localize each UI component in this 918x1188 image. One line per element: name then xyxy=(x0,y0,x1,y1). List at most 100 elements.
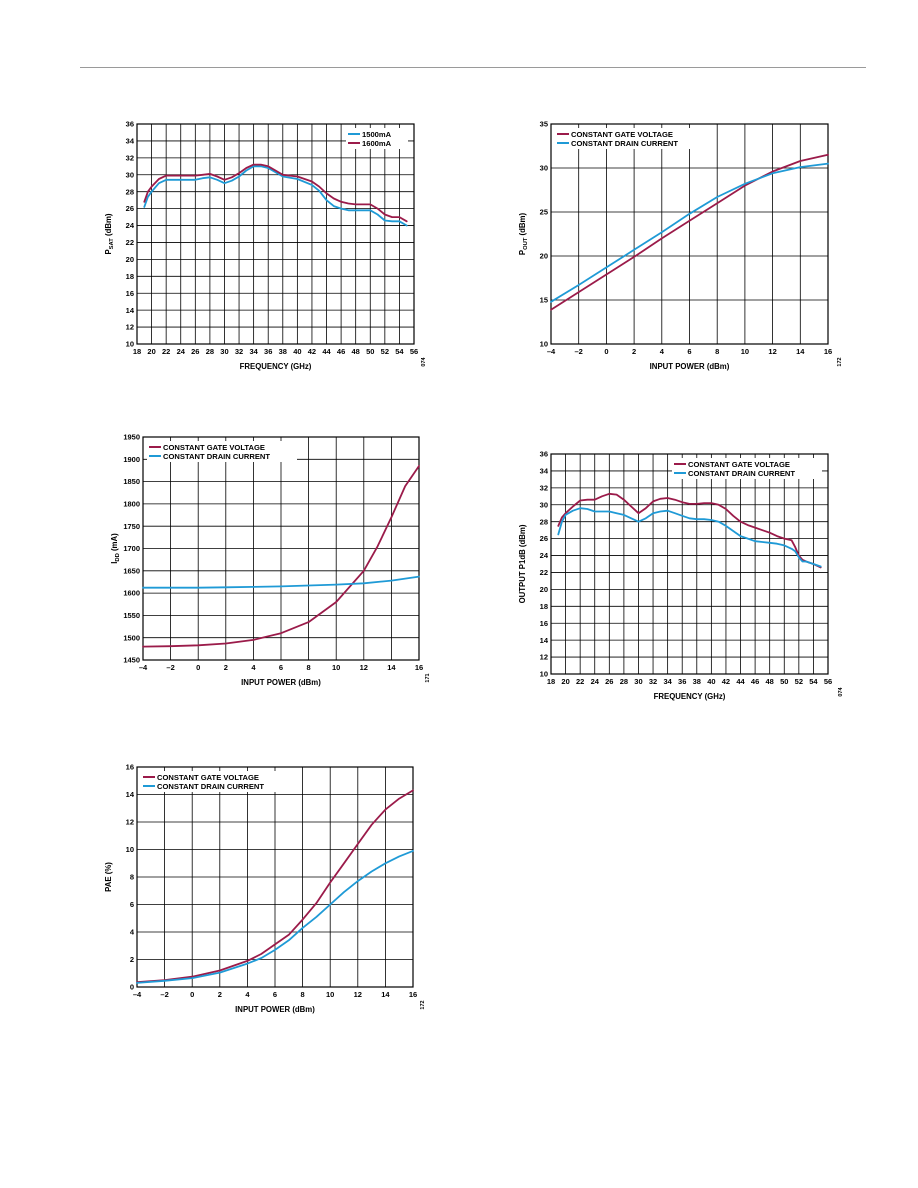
y-tick-label: 15 xyxy=(540,296,548,305)
y-tick-label: 30 xyxy=(126,170,134,179)
x-tick-label: 18 xyxy=(133,347,141,356)
x-tick-label: 26 xyxy=(191,347,199,356)
x-tick-label: 30 xyxy=(220,347,228,356)
y-tick-label: 4 xyxy=(130,928,135,937)
y-tick-label: 32 xyxy=(126,153,134,162)
y-tick-label: 14 xyxy=(540,636,549,645)
legend-label: 1500mA xyxy=(362,130,392,139)
x-tick-label: 4 xyxy=(251,663,256,672)
x-tick-label: 14 xyxy=(387,663,396,672)
y-tick-label: 36 xyxy=(540,450,548,459)
x-tick-label: 12 xyxy=(768,347,776,356)
y-tick-label: 32 xyxy=(540,483,548,492)
x-tick-label: 34 xyxy=(249,347,258,356)
x-tick-label: 56 xyxy=(410,347,418,356)
y-tick-label: 12 xyxy=(126,818,134,827)
x-tick-label: 6 xyxy=(273,990,277,999)
y-tick-label: 22 xyxy=(540,568,548,577)
y-tick-label: 34 xyxy=(126,137,135,146)
x-axis-label: FREQUENCY (GHz) xyxy=(654,692,726,701)
y-tick-label: 1650 xyxy=(123,566,140,575)
x-tick-label: 0 xyxy=(196,663,200,672)
chart-pae: –4 –2 0 2 4 6 8 10 12 14 16 0 2 4 6 8 10 12 14 16 INPUT POWE… xyxy=(104,763,426,1014)
y-axis-label-main: P xyxy=(104,249,113,254)
y-tick-label: 12 xyxy=(540,653,548,662)
plot-frame xyxy=(136,766,414,988)
y-axis-label-unit: (mA) xyxy=(110,533,119,553)
y-tick-label: 1850 xyxy=(123,477,140,486)
grid xyxy=(142,436,420,661)
x-tick-label: 12 xyxy=(360,663,368,672)
x-tick-label: 4 xyxy=(660,347,665,356)
x-tick-label: 0 xyxy=(604,347,608,356)
y-axis-label: OUTPUT P1dB (dBm) xyxy=(518,524,527,603)
x-tick-label: 34 xyxy=(663,677,672,686)
y-tick-label: 0 xyxy=(130,983,134,992)
legend-label: CONSTANT DRAIN CURRENT xyxy=(163,452,270,461)
grid xyxy=(136,766,414,988)
y-tick-label: 12 xyxy=(126,323,134,332)
x-tick-label: 52 xyxy=(381,347,389,356)
y-axis-label-sub: SAT xyxy=(109,238,115,250)
x-tick-label: 56 xyxy=(824,677,832,686)
x-tick-label: 20 xyxy=(561,677,569,686)
y-tick-label: 1750 xyxy=(123,522,140,531)
x-axis-label: INPUT POWER (dBm) xyxy=(241,678,321,687)
figure-code: 172 xyxy=(420,1000,426,1009)
y-tick-label: 20 xyxy=(540,585,548,594)
x-tick-label: 14 xyxy=(796,347,805,356)
x-tick-label: 28 xyxy=(620,677,628,686)
y-axis-label-main: PAE (%) xyxy=(104,862,113,892)
y-tick-label: 1500 xyxy=(123,633,140,642)
x-tick-label: 16 xyxy=(415,663,423,672)
x-tick-label: 22 xyxy=(576,677,584,686)
x-tick-label: 0 xyxy=(190,990,194,999)
x-tick-label: 10 xyxy=(332,663,340,672)
x-tick-label: 28 xyxy=(206,347,214,356)
y-tick-label: 36 xyxy=(126,120,134,129)
plot-frame xyxy=(142,436,420,661)
y-axis-label-sub: OUT xyxy=(523,237,529,250)
y-tick-label: 14 xyxy=(126,306,135,315)
y-tick-label: 16 xyxy=(126,289,134,298)
legend-box xyxy=(346,128,408,149)
x-tick-label: 6 xyxy=(279,663,283,672)
y-tick-label: 1600 xyxy=(123,589,140,598)
y-tick-label: 22 xyxy=(126,238,134,247)
x-tick-label: 20 xyxy=(147,347,155,356)
y-tick-label: 10 xyxy=(540,670,548,679)
y-axis-label-unit: (dBm) xyxy=(518,213,527,238)
y-tick-label: 8 xyxy=(130,873,134,882)
x-tick-label: 46 xyxy=(337,347,345,356)
y-axis-label: IDD (mA) xyxy=(110,533,121,564)
x-tick-label: 6 xyxy=(687,347,691,356)
x-tick-label: –4 xyxy=(133,990,142,999)
y-tick-label: 14 xyxy=(126,790,135,799)
figure-code: 171 xyxy=(425,673,431,682)
x-tick-label: 46 xyxy=(751,677,759,686)
y-tick-label: 30 xyxy=(540,164,548,173)
x-tick-label: 38 xyxy=(693,677,701,686)
x-tick-label: 40 xyxy=(293,347,301,356)
series-line-cyan xyxy=(550,162,829,303)
y-tick-label: 30 xyxy=(540,500,548,509)
x-tick-label: 36 xyxy=(678,677,686,686)
series-line-maroon xyxy=(136,789,414,984)
y-tick-label: 20 xyxy=(540,252,548,261)
x-tick-label: 16 xyxy=(824,347,832,356)
series-line-cyan xyxy=(557,507,822,568)
plot-frame xyxy=(550,453,829,675)
plot-frame xyxy=(136,123,415,345)
legend-box xyxy=(672,458,822,479)
x-tick-label: 48 xyxy=(352,347,360,356)
y-tick-label: 2 xyxy=(130,955,134,964)
x-tick-label: 24 xyxy=(177,347,186,356)
x-tick-label: –4 xyxy=(139,663,148,672)
y-axis-label: PAE (%) xyxy=(104,862,113,892)
x-tick-label: 24 xyxy=(591,677,600,686)
legend-label: CONSTANT DRAIN CURRENT xyxy=(571,139,678,148)
